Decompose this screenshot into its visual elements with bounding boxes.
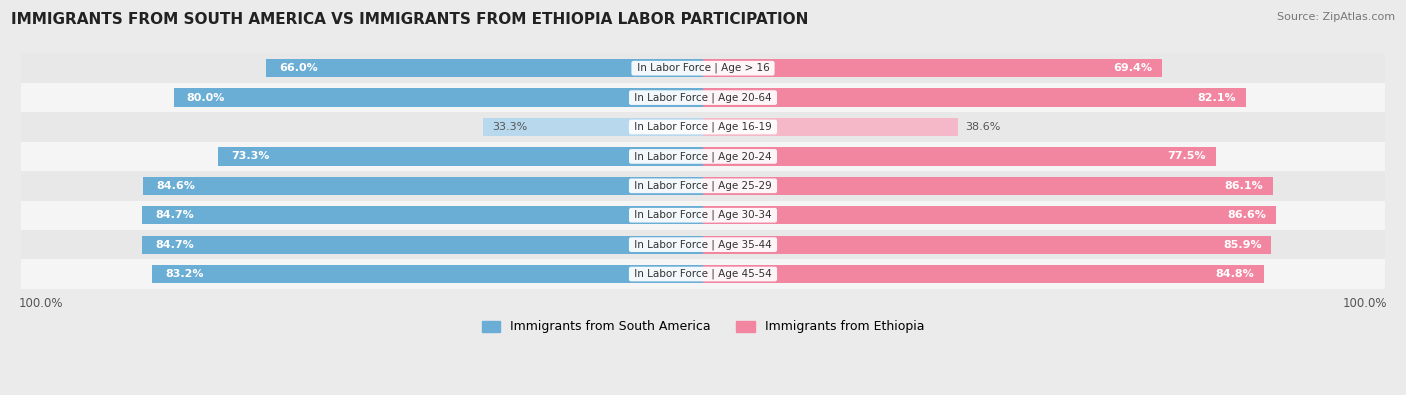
- Bar: [8, 83, 1398, 112]
- Text: 84.7%: 84.7%: [156, 210, 194, 220]
- Text: 85.9%: 85.9%: [1223, 240, 1261, 250]
- Bar: [143, 177, 703, 195]
- Bar: [8, 53, 1398, 83]
- Bar: [8, 112, 1398, 142]
- Bar: [703, 265, 1264, 283]
- Bar: [703, 147, 1216, 166]
- Text: IMMIGRANTS FROM SOUTH AMERICA VS IMMIGRANTS FROM ETHIOPIA LABOR PARTICIPATION: IMMIGRANTS FROM SOUTH AMERICA VS IMMIGRA…: [11, 12, 808, 27]
- Bar: [703, 118, 959, 136]
- Bar: [142, 235, 703, 254]
- Bar: [703, 59, 1163, 77]
- Text: 38.6%: 38.6%: [965, 122, 1001, 132]
- Bar: [703, 88, 1246, 107]
- Bar: [8, 230, 1398, 260]
- Text: 82.1%: 82.1%: [1198, 92, 1236, 103]
- Bar: [8, 201, 1398, 230]
- Bar: [218, 147, 703, 166]
- Text: 86.6%: 86.6%: [1227, 210, 1267, 220]
- Bar: [703, 206, 1277, 224]
- Text: 77.5%: 77.5%: [1167, 151, 1206, 162]
- Text: 69.4%: 69.4%: [1114, 63, 1153, 73]
- Text: In Labor Force | Age 30-34: In Labor Force | Age 30-34: [631, 210, 775, 220]
- Bar: [8, 260, 1398, 289]
- Text: In Labor Force | Age 35-44: In Labor Force | Age 35-44: [631, 239, 775, 250]
- Text: 80.0%: 80.0%: [187, 92, 225, 103]
- Text: In Labor Force | Age 25-29: In Labor Force | Age 25-29: [631, 181, 775, 191]
- Text: 84.8%: 84.8%: [1216, 269, 1254, 279]
- Text: In Labor Force | Age > 16: In Labor Force | Age > 16: [634, 63, 772, 73]
- Text: 84.6%: 84.6%: [156, 181, 195, 191]
- Bar: [8, 171, 1398, 201]
- Bar: [8, 142, 1398, 171]
- Text: 73.3%: 73.3%: [231, 151, 270, 162]
- Text: 83.2%: 83.2%: [166, 269, 204, 279]
- Text: 66.0%: 66.0%: [280, 63, 318, 73]
- Bar: [703, 177, 1272, 195]
- Legend: Immigrants from South America, Immigrants from Ethiopia: Immigrants from South America, Immigrant…: [477, 316, 929, 339]
- Text: In Labor Force | Age 20-24: In Labor Force | Age 20-24: [631, 151, 775, 162]
- Bar: [173, 88, 703, 107]
- Text: 33.3%: 33.3%: [492, 122, 527, 132]
- Text: In Labor Force | Age 16-19: In Labor Force | Age 16-19: [631, 122, 775, 132]
- Text: Source: ZipAtlas.com: Source: ZipAtlas.com: [1277, 12, 1395, 22]
- Bar: [266, 59, 703, 77]
- Text: In Labor Force | Age 20-64: In Labor Force | Age 20-64: [631, 92, 775, 103]
- Bar: [703, 235, 1271, 254]
- Text: 84.7%: 84.7%: [156, 240, 194, 250]
- Text: In Labor Force | Age 45-54: In Labor Force | Age 45-54: [631, 269, 775, 279]
- Text: 86.1%: 86.1%: [1225, 181, 1263, 191]
- Bar: [142, 206, 703, 224]
- Bar: [482, 118, 703, 136]
- Bar: [152, 265, 703, 283]
